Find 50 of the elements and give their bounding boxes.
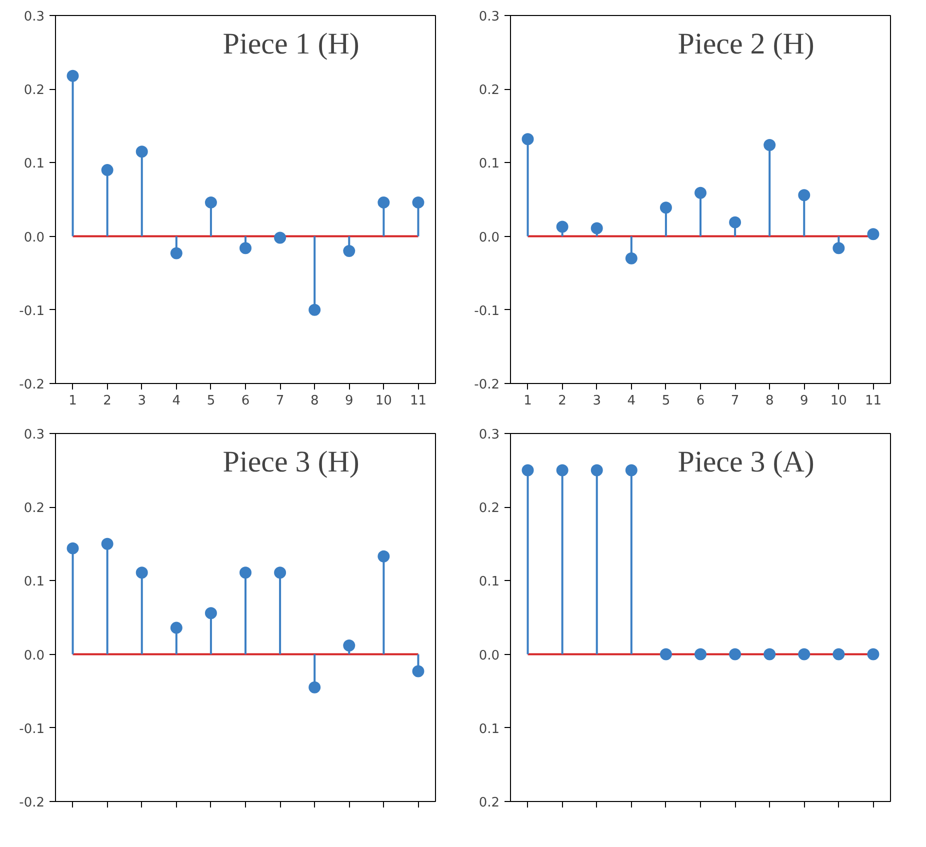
x-tick-label: 10	[375, 394, 392, 408]
y-tick-label: -0.1	[19, 304, 45, 319]
y-tick-label: 0.1	[478, 156, 500, 172]
y-tick-label: 0.3	[24, 428, 45, 442]
x-tick-label: 2	[558, 394, 566, 408]
x-tick-label: 11	[410, 394, 427, 408]
chart-title: Piece 1 (H)	[222, 28, 360, 60]
y-tick-label: 0.1	[478, 722, 500, 737]
y-tick-label: 0.2	[24, 501, 45, 516]
y-tick-label: 0.2	[478, 796, 500, 810]
chart-title: Piece 3 (H)	[222, 446, 360, 478]
y-tick-label: 0.2	[478, 501, 500, 516]
x-tick-label: 7	[276, 394, 284, 408]
y-tick-label: 0.2	[24, 83, 45, 98]
x-tick-label: 4	[172, 394, 181, 408]
y-tick-label: 0.0	[24, 648, 45, 664]
x-tick-label: 8	[765, 394, 774, 408]
y-tick-label: 0.0	[478, 648, 500, 664]
y-tick-label: 0.0	[24, 230, 45, 246]
x-tick-label: 2	[103, 394, 112, 408]
chart-title: Piece 3 (A)	[678, 446, 814, 478]
y-tick-label: 0.1	[478, 574, 500, 590]
x-tick-label: 5	[662, 394, 670, 408]
x-tick-label: 5	[206, 394, 216, 408]
x-tick-label: 6	[696, 394, 705, 408]
y-tick-label: 0.3	[24, 10, 45, 24]
x-tick-label: 3	[138, 394, 146, 408]
x-tick-label: 1	[68, 394, 77, 408]
x-tick-label: 1	[524, 394, 532, 408]
x-tick-label: 9	[345, 394, 354, 408]
chart-title: Piece 2 (H)	[678, 28, 814, 60]
y-tick-label: -0.2	[19, 378, 45, 392]
x-tick-label: 6	[241, 394, 250, 408]
x-tick-label: 9	[800, 394, 808, 408]
x-tick-label: 3	[592, 394, 602, 408]
y-tick-label: 0.3	[478, 428, 500, 442]
y-tick-label: 0.2	[478, 83, 500, 98]
y-tick-label: 0.0	[478, 230, 500, 246]
x-tick-label: 4	[627, 394, 636, 408]
y-tick-label: -0.2	[19, 796, 45, 810]
y-tick-label: -0.1	[19, 722, 45, 737]
x-tick-label: 8	[310, 394, 319, 408]
y-tick-label: 0.1	[24, 156, 45, 172]
x-tick-label: 7	[730, 394, 740, 408]
y-tick-label: -0.1	[474, 304, 500, 319]
y-tick-label: 0.1	[24, 574, 45, 590]
y-tick-label: -0.2	[474, 378, 500, 392]
y-tick-label: 0.3	[478, 10, 500, 24]
x-tick-label: 10	[830, 394, 847, 408]
x-tick-label: 11	[864, 394, 882, 408]
